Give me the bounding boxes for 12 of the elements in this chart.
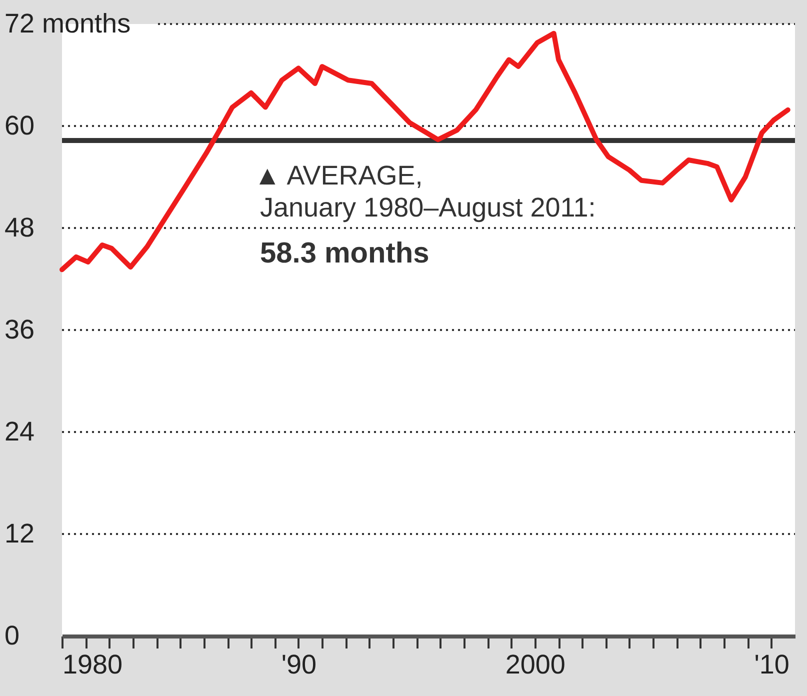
y-tick-label: 72 months [4, 8, 131, 38]
ref-line-label: ▲ AVERAGE, January 1980–August 2011: 58.3 months [254, 160, 596, 270]
x-tick-label: 2000 [505, 650, 566, 680]
y-tick-label: 48 [4, 212, 35, 242]
x-tick-label: '10 [754, 650, 790, 680]
y-tick-label: 0 [4, 620, 20, 650]
y-tick-label: 12 [4, 518, 35, 548]
x-tick-label: '90 [281, 650, 317, 680]
y-tick-label: 36 [4, 314, 35, 344]
y-tick-label: 60 [4, 110, 35, 140]
y-tick-label: 24 [4, 416, 35, 446]
x-tick-label: 1980 [62, 650, 123, 680]
